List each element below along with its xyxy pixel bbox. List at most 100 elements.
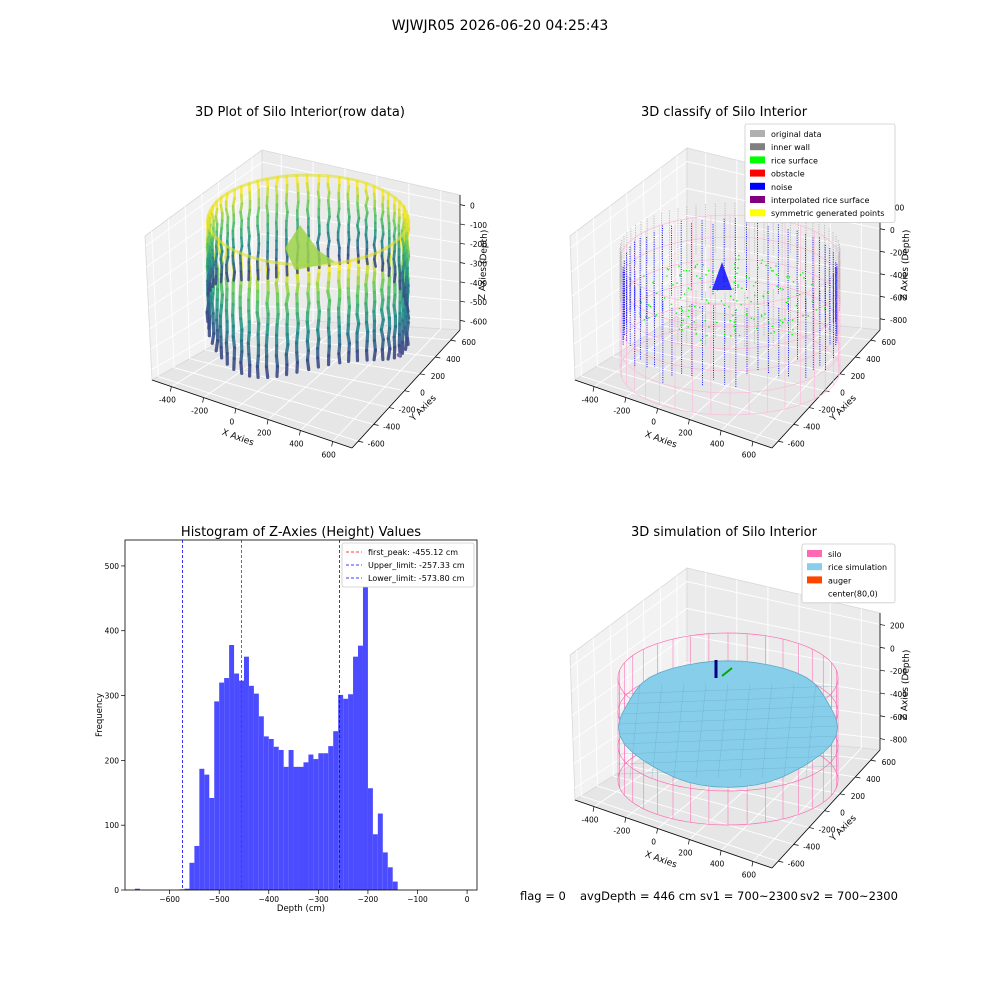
classify-rice-points [720,300,723,302]
classify-rice-points [687,326,690,328]
classify-silo-ring [619,324,841,416]
simulation-ytick-label: 400 [866,775,881,784]
classify-rice-points [679,296,682,299]
classify-ztick-label: -600 [890,293,907,302]
classify-rice-points [756,327,758,329]
raw-ytick-label: -200 [399,406,416,415]
classify-silo-ring [619,280,841,372]
simulation-rice-surface [618,660,838,788]
raw-point-column [317,216,321,228]
classify-rice-points [796,310,799,312]
classify-rice-points [682,319,685,322]
raw-point-column [219,250,224,261]
raw-point-column [316,356,321,369]
classify-rice-points [734,259,737,261]
raw-point-column [256,269,260,281]
classify-rice-points [748,277,750,279]
simulation-legend-label: rice simulation [828,563,887,572]
classify-rice-points [706,335,708,337]
raw-point-column [379,318,385,332]
raw-ytick [419,373,425,376]
classify-rice-points [652,281,654,284]
raw-point-column [316,241,320,253]
raw-point-column [401,221,406,233]
raw-point-column [364,349,369,362]
raw-point-column [380,288,385,302]
raw-point-column [379,308,385,322]
classify-rice-points [784,318,786,320]
classify-xtick [624,397,627,403]
histogram-xtick-label: −300 [308,895,329,904]
raw-ygrid [251,157,451,341]
simulation-xtick-label: 600 [742,870,757,879]
classify-rice-points [737,284,739,286]
simulation-z-axis-label: Z Axies (Depth) [900,650,912,721]
classify-rice-points [753,318,755,320]
simulation-xgrid [752,608,862,862]
raw-ytick-label: -400 [383,422,400,431]
raw-ztick [459,204,466,206]
histogram-bar [348,694,354,890]
raw-point-column [224,330,229,345]
raw-point-column [210,331,216,345]
simulation-xtick [751,861,754,867]
classify-rice-points [771,325,774,328]
simulation-ytick [824,810,830,813]
raw-center-peak [285,225,335,270]
classify-rice-points [799,274,802,276]
classify-ztick-label: -400 [890,271,907,280]
classify-x-axis-label: X Axies [643,430,678,451]
histogram-bar [338,694,344,890]
histogram-bar [288,750,294,890]
raw-xtick [170,386,172,392]
simulation-ytick [778,860,784,863]
simulation-zgrid [570,581,881,668]
classify-rice-points [685,269,688,272]
simulation-xtick-label: 0 [651,838,656,847]
histogram-bar [204,774,210,890]
histogram-ytick-label: 400 [105,627,120,636]
simulation-ztick [879,738,886,740]
classify-xtick [656,408,658,414]
simulation-rice-mesh [617,715,839,725]
classify-rice-points [776,285,779,288]
raw-point-column [274,281,280,296]
simulation-ytick [839,793,845,796]
classify-zgrid [574,296,881,369]
simulation-center-marker [721,667,733,677]
classify-ytick-label: 600 [882,338,897,347]
raw-point-column [265,291,270,306]
raw-ygrid [184,206,390,408]
histogram-bar [199,768,205,890]
raw-point-column [247,243,252,255]
classify-ygrid [626,193,825,392]
raw-point-column [372,300,377,314]
classify-rice-points [807,315,810,317]
classify-rice-points [792,328,794,331]
raw-point-column [247,226,251,238]
histogram-legend-label: Upper_limit: -257.33 cm [368,561,465,570]
classify-rice-points [741,287,743,290]
classify-rice-points [663,297,666,299]
raw-ytick [373,424,379,426]
classify-zgrid [573,269,881,345]
classify-rice-points [761,259,764,261]
raw-point-column [326,190,331,202]
classify-xgrid [689,175,800,420]
raw-point-column [379,328,385,342]
simulation-rice-mesh [617,765,839,775]
classify-rice-points [736,272,738,275]
avg-depth-readout: avgDepth = 446 cm [580,889,697,903]
histogram-xtick-label: −200 [358,895,379,904]
raw-point-column [255,311,261,326]
histogram-ytick-label: 100 [105,821,120,830]
raw-point-column [295,321,300,335]
histogram-bar [328,746,334,890]
classify-rice-points [683,269,685,272]
simulation-legend-label: center(80,0) [828,590,878,599]
raw-point-column [274,323,279,337]
classify-rice-points [737,286,739,288]
histogram-bar [392,881,398,890]
raw-x-axis-label: X Axies [220,428,255,449]
histogram-bar [353,656,359,890]
